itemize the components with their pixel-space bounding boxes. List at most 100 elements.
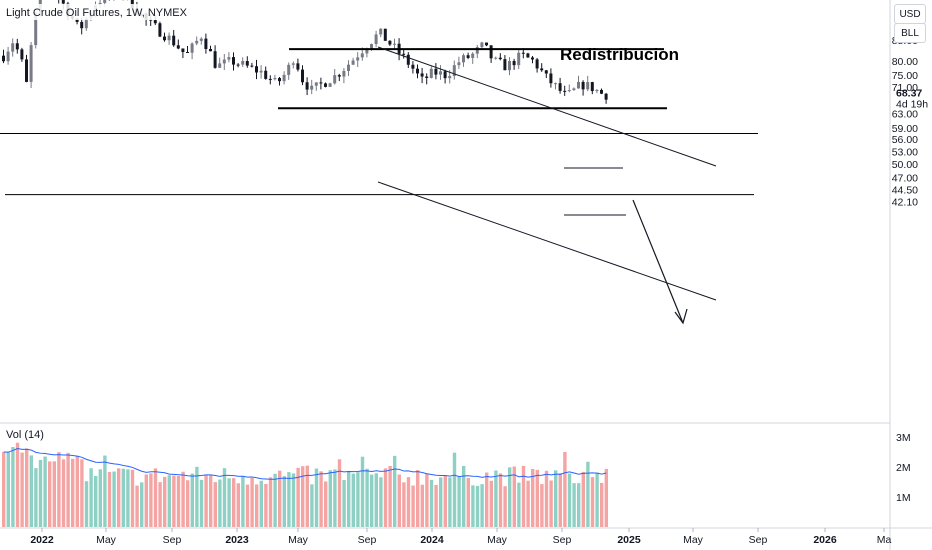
volume-bar [163,476,167,527]
candle-body [480,42,484,48]
candle-body [186,51,189,53]
candle-body [213,51,217,68]
candle-body [25,59,28,82]
time-tick-label: May [288,534,309,546]
unit-bll-button[interactable]: BLL [894,23,926,43]
candle-body [489,45,493,59]
last-price-label: 68.37 [896,88,922,100]
price-tick-label: 71.00 [892,82,918,94]
volume-bar [268,477,273,527]
volume-bar [508,467,512,527]
volume-bar [135,485,139,527]
volume-bar [199,479,204,527]
channel-upper-line[interactable] [377,46,717,167]
volume-bar [402,482,406,527]
volume-bar [448,477,452,527]
volume-bar [158,482,162,527]
volume-bar [144,474,148,527]
volume-bar [360,456,365,527]
volume-bar [291,473,296,527]
projection-arrow-shaft[interactable] [632,199,684,324]
volume-bar [273,473,277,527]
volume-bar [581,471,585,527]
volume-bar [604,468,608,527]
price-axis[interactable]: 88.0080.0075.0071.0063.0059.0056.0053.00… [892,35,929,504]
candle-body [20,49,24,60]
price-tick-label: 56.00 [892,134,918,146]
time-tick-label: 2026 [813,534,837,546]
currency-usd-button[interactable]: USD [894,4,926,24]
candle-body [75,18,79,22]
candle-body [227,57,231,60]
candle-body [250,65,254,67]
volume-bar [388,465,392,527]
volume-bar [333,469,337,527]
time-tick-label: Sep [749,534,768,546]
volume-bar [549,480,553,527]
volume-bar [351,473,355,527]
volume-bar [471,485,475,527]
candle-body [273,78,277,80]
volume-bar [241,476,245,527]
volume-bar [521,465,526,527]
volume-bar [20,452,24,527]
candle-body [471,53,475,58]
price-tick-label: 80.00 [892,56,918,68]
candle-body [6,51,10,62]
volume-bar [287,472,291,527]
volume-tick-label: 2M [896,462,911,474]
volume-bar [264,483,268,527]
channel-lower-line[interactable] [377,181,717,301]
candle-body [291,63,295,65]
volume-bar [324,481,328,527]
volume-bar [195,466,199,527]
candle-body [347,64,350,71]
volume-tick-label: 1M [896,492,911,504]
candle-body [448,76,452,79]
volume-bar [393,455,397,527]
candle-body [29,45,33,82]
price-tick-label: 75.00 [892,70,918,82]
candle-body [370,44,373,50]
candle-body [498,57,502,60]
candle-body [554,83,557,85]
volume-bar [117,468,121,527]
volume-bar [296,467,300,527]
volume-bar [176,476,181,527]
candle-body [264,70,268,79]
volume-bar [452,452,457,527]
volume-bar [462,465,466,527]
volume-bar [328,470,332,527]
candle-body [406,54,410,65]
volume-bar [259,480,263,527]
volume-bar [153,468,158,527]
volume-bar [140,482,144,527]
candle-body [232,57,235,65]
volume-bar [526,480,530,527]
candle-body [393,43,396,45]
volume-tick-label: 3M [896,432,911,444]
volume-bar [429,479,434,527]
candle-body [268,78,272,80]
candle-body [172,35,176,46]
candle-body [296,63,300,70]
annotation-text[interactable]: Redistribucion [560,45,679,64]
volume-bar [186,480,190,527]
volume-bar [11,447,15,527]
time-tick-label: May [96,534,117,546]
time-axis[interactable]: 2022 May Sep 2023 May Sep 2024 May Sep 2025 May Sep… [30,528,891,546]
volume-bar [107,471,112,527]
volume-bar [544,470,549,527]
volume-bar [494,470,498,527]
price-tick-label: 59.00 [892,123,918,135]
candle-body [457,62,461,66]
volume-bar [29,455,33,527]
candle-body [517,52,521,66]
volume-bar [485,472,489,527]
candle-body [199,38,203,41]
candle-body [158,23,162,37]
volume-bar [480,484,484,527]
price-tick-label: 63.00 [892,108,918,120]
volume-bar [112,471,116,527]
